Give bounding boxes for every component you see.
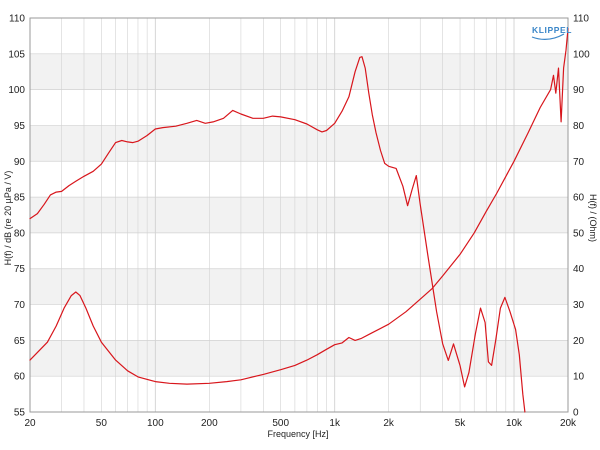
y-left-tick-labels: 55 60 65 70 75 80 85 90 95 100 105 110 (8, 14, 25, 419)
y-right-tick-label: 80 (573, 121, 585, 132)
spl-series-line (29, 56, 526, 413)
y-right-tick-label: 100 (573, 49, 590, 60)
y-right-tick-label: 0 (573, 408, 579, 419)
y-left-tick-label: 100 (8, 85, 25, 96)
y-left-tick-label: 90 (14, 157, 26, 168)
x-tick-label: 500 (272, 418, 289, 429)
y-right-tick-labels: 0 10 20 30 40 50 60 70 80 90 100 110 (573, 14, 590, 419)
y-right-tick-label: 60 (573, 193, 585, 204)
y-left-tick-label: 75 (14, 264, 26, 275)
y-right-tick-label: 50 (573, 228, 585, 239)
y-left-tick-label: 85 (14, 193, 26, 204)
y-right-tick-label: 10 (573, 372, 585, 383)
x-tick-label: 1k (329, 418, 341, 429)
x-tick-label: 200 (201, 418, 218, 429)
x-axis-label: Frequency [Hz] (267, 429, 328, 439)
x-tick-label: 5k (455, 418, 467, 429)
y-left-tick-label: 60 (14, 372, 26, 383)
series-layer (29, 28, 569, 413)
x-tick-label: 2k (383, 418, 395, 429)
y-right-tick-label: 30 (573, 300, 585, 311)
y-right-tick-label: 70 (573, 157, 585, 168)
grid-band (30, 197, 568, 233)
grid-band (30, 340, 568, 377)
grid-band (30, 53, 568, 90)
x-tick-label: 100 (147, 418, 164, 429)
y-left-tick-label: 105 (8, 49, 25, 60)
x-tick-label: 10k (506, 418, 523, 429)
brand-logo-swoosh-icon (531, 33, 565, 40)
y-left-tick-label: 65 (14, 336, 26, 347)
impedance-series-line (29, 28, 569, 385)
brand-logo-text: KLIPPEL (532, 25, 572, 35)
y-left-tick-label: 80 (14, 228, 26, 239)
y-left-tick-label: 70 (14, 300, 26, 311)
y-left-tick-label: 110 (9, 14, 25, 25)
y-right-tick-label: 110 (573, 14, 589, 25)
y-right-tick-label: 40 (573, 264, 585, 275)
brand-logo: KLIPPEL (531, 25, 572, 40)
grid-band (30, 125, 568, 162)
grid-band (30, 268, 568, 305)
x-tick-label: 20 (24, 418, 36, 429)
y-left-tick-label: 55 (14, 408, 26, 419)
x-tick-label: 50 (96, 418, 108, 429)
x-tick-labels: 20 50 100 200 500 1k 2k 5k 10k 20k (24, 418, 577, 429)
y-left-axis-label: H(f) / dB (re 20 µPa / V) (3, 171, 13, 266)
y-left-tick-label: 95 (14, 121, 26, 132)
y-right-axis-label: H(f) / (Ohm) (588, 194, 598, 242)
plot-frame (29, 17, 569, 413)
x-tick-label: 20k (560, 418, 577, 429)
grid-lines (30, 18, 568, 412)
y-right-tick-label: 20 (573, 336, 585, 347)
horizontal-bands (30, 53, 568, 377)
y-right-tick-label: 90 (573, 85, 585, 96)
